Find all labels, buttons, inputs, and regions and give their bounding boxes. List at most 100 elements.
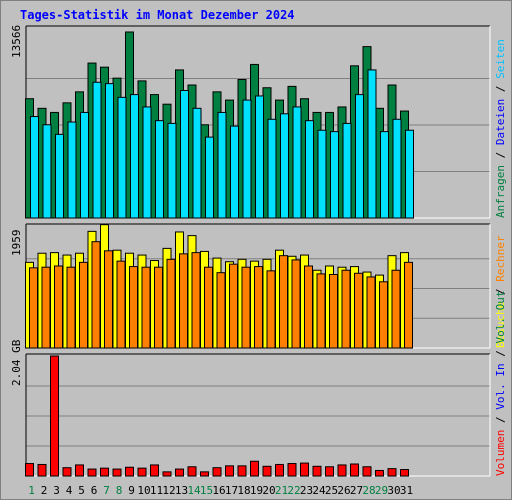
x-tick-label-day-8: 8: [116, 484, 123, 497]
legend-separator: /: [494, 79, 507, 99]
x-tick-label-day-16: 16: [212, 484, 225, 497]
panel-1-bar-dateien-day-10: [142, 106, 152, 219]
panel-3-bar-volumen-day-8: [112, 468, 122, 477]
x-tick-label-day-20: 20: [262, 484, 275, 497]
panel-2-ytick-label: 1959: [10, 230, 23, 257]
legend-item-rechner: Rechner: [494, 235, 507, 282]
panel-3-bar-volumen-day-26: [337, 464, 347, 477]
panel-2-bar-rechner-day-10: [141, 266, 151, 349]
x-tick-label-day-18: 18: [237, 484, 250, 497]
legend-separator: /: [494, 410, 507, 430]
legend-separator: /: [494, 145, 507, 165]
panel-2-bar-rechner-day-25: [329, 273, 338, 349]
panel-3-bar-volumen-day-18: [237, 465, 247, 477]
panel-1-bar-dateien-day-1: [30, 116, 39, 219]
panel-3-ytick-label: 2.04 GB: [10, 339, 23, 386]
panel-1-bar-dateien-day-14: [192, 107, 202, 219]
panel-3-bar-volumen-day-2: [37, 463, 47, 477]
x-tick-label-day-1: 1: [28, 484, 35, 497]
panel-3-bar-volumen-day-31: [400, 469, 409, 477]
panel-3-bar-volumen-day-29: [375, 469, 384, 477]
legend-item-vol-out: Vol. Out: [494, 291, 507, 344]
panel-2-bar-rechner-day-19: [254, 266, 263, 349]
panel-1-bar-dateien-day-31: [405, 129, 414, 219]
x-tick-label-day-12: 12: [162, 484, 175, 497]
panel-2-bar-rechner-day-26: [341, 269, 351, 349]
legend-item-seiten: Seiten: [494, 39, 507, 79]
panel-3-bar-volumen-day-13: [175, 468, 184, 477]
x-tick-label-day-4: 4: [66, 484, 73, 497]
panel-3-bar-volumen-day-5: [75, 464, 84, 477]
panel-3-bar-volumen-day-4: [62, 467, 72, 477]
panel-1-bar-dateien-day-24: [317, 129, 327, 219]
panel-2-bar-rechner-day-5: [79, 261, 88, 349]
panel-1-bar-dateien-day-26: [342, 122, 352, 219]
x-tick-label-day-23: 23: [300, 484, 313, 497]
panel-1-bar-dateien-day-29: [380, 131, 389, 219]
panel-3-bar-volumen-day-10: [137, 467, 147, 477]
panel-3-bar-volumen-day-27: [350, 463, 359, 477]
panel-1-bar-dateien-day-9: [130, 94, 139, 219]
panel-2-bar-rechner-day-31: [404, 261, 413, 349]
panel-1-bar-dateien-day-16: [217, 111, 227, 219]
panel-1-bar-dateien-day-27: [355, 94, 364, 219]
x-tick-label-day-24: 24: [312, 484, 326, 497]
panel-2-bar-rechner-day-8: [116, 260, 126, 349]
chart-title: Tages-Statistik im Monat Dezember 2024: [20, 8, 295, 22]
panel-3-bar-volumen-day-9: [125, 466, 134, 477]
panel-3-legend: Volumen / Vol. In / Vol. Out: [494, 291, 507, 476]
x-tick-label-day-11: 11: [150, 484, 163, 497]
panel-1-bar-dateien-day-4: [67, 121, 77, 219]
panel-1-bar-dateien-day-2: [42, 124, 52, 219]
panel-3-bar-volumen-day-6: [87, 468, 97, 477]
panel-3-bar-volumen-day-15: [200, 471, 209, 477]
x-tick-label-day-9: 9: [128, 484, 135, 497]
panel-2-bar-rechner-day-11: [154, 266, 163, 349]
x-tick-label-day-21: 21: [275, 484, 288, 497]
panel-2-bar-rechner-day-13: [179, 253, 188, 349]
panel-2-bar-rechner-day-28: [366, 276, 376, 349]
x-tick-label-day-3: 3: [53, 484, 60, 497]
panel-2-bar-rechner-day-3: [54, 265, 63, 349]
x-tick-label-day-19: 19: [250, 484, 263, 497]
panel-1-bar-dateien-day-22: [292, 106, 302, 219]
panel-2-bar-rechner-day-30: [391, 269, 401, 349]
panel-3-bar-volumen-day-28: [362, 466, 372, 477]
panel-2-bar-rechner-day-27: [354, 272, 363, 349]
panel-1-bar-dateien-day-3: [55, 133, 64, 219]
panel-1-bar-dateien-day-25: [330, 131, 339, 219]
panel-2-bar-rechner-day-23: [304, 265, 313, 349]
x-tick-label-day-22: 22: [287, 484, 300, 497]
panel-2-bar-rechner-day-14: [191, 252, 201, 349]
panel-3-bar-volumen-day-22: [287, 463, 297, 477]
panel-2-bar-rechner-day-6: [91, 241, 101, 349]
x-tick-label-day-2: 2: [41, 484, 48, 497]
x-tick-label-day-30: 30: [387, 484, 400, 497]
panel-2-bar-rechner-day-9: [129, 266, 138, 349]
panel-3-bar-volumen-day-20: [262, 465, 272, 477]
panel-3-bar-volumen-day-24: [312, 465, 322, 477]
panel-2-bar-rechner-day-21: [279, 255, 288, 349]
panel-2-bar-rechner-day-16: [216, 272, 226, 349]
x-tick-label-day-10: 10: [137, 484, 150, 497]
panel-3-bar-volumen-day-3: [50, 355, 59, 477]
panel-3-bar-volumen-day-19: [250, 460, 259, 477]
panel-3-bar-volumen-day-30: [387, 468, 397, 477]
x-tick-label-day-14: 14: [187, 484, 201, 497]
panel-1-bar-dateien-day-28: [367, 69, 377, 219]
x-tick-label-day-26: 26: [337, 484, 350, 497]
panel-3-bar-volumen-day-21: [275, 463, 284, 477]
x-tick-label-day-28: 28: [362, 484, 375, 497]
panel-2-bar-rechner-day-17: [229, 263, 238, 349]
panel-3-bar-volumen-day-11: [150, 464, 159, 477]
panel-2-legend: Besuche / Rechner: [494, 235, 507, 348]
x-tick-label-day-27: 27: [350, 484, 363, 497]
legend-separator: /: [494, 282, 507, 302]
panel-3-bar-volumen-day-12: [162, 471, 172, 477]
x-tick-label-day-29: 29: [375, 484, 388, 497]
panel-1-bar-dateien-day-19: [255, 95, 264, 219]
legend-item-vol-in: Vol. In: [494, 363, 507, 409]
x-tick-label-day-31: 31: [400, 484, 413, 497]
panel-2-bar-rechner-day-24: [316, 273, 326, 349]
